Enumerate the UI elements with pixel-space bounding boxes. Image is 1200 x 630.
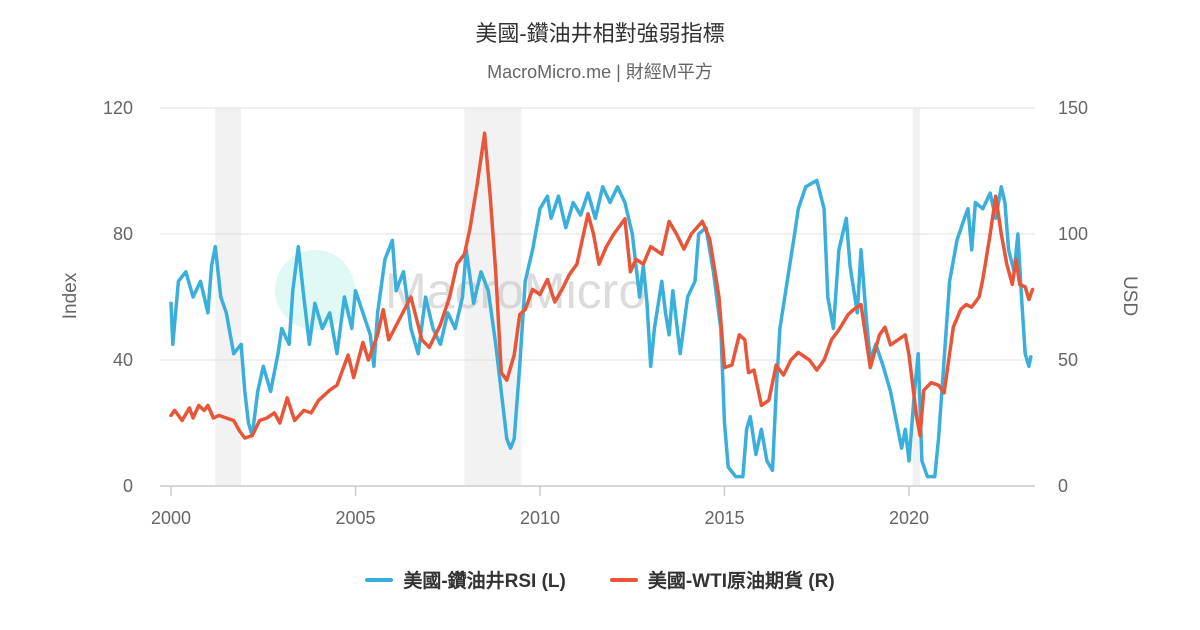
legend-label-rsi: 美國-鑽油井RSI (L) [403, 571, 566, 592]
y-right-tick-label: 0 [1058, 476, 1068, 496]
x-tick-label: 2005 [335, 508, 375, 528]
series-line-rig-rsi [169, 178, 1033, 479]
legend-item-wti[interactable]: 美國-WTI原油期貨 (R) [609, 566, 835, 593]
series-line-wti [169, 131, 1035, 440]
gridlines [160, 107, 1035, 361]
y-right-tick-label: 150 [1058, 98, 1088, 118]
x-tick-label: 2000 [151, 508, 191, 528]
chart-subtitle: MacroMicro.me | 財經M平方 [487, 62, 713, 82]
axes: 0 0 40 50 80 100 120 150 2000 2005 2010 2015 2020 [103, 98, 1088, 528]
legend-swatch-rsi [365, 577, 394, 582]
chart-title: 美國-鑽油井相對強弱指標 [475, 21, 725, 46]
y-left-tick-label: 80 [113, 224, 133, 244]
legend-swatch-wti [609, 577, 638, 582]
x-tick-label: 2015 [704, 508, 744, 528]
y-right-tick-label: 50 [1058, 350, 1078, 370]
series-lines [169, 131, 1035, 479]
legend-item-rig-rsi[interactable]: 美國-鑽油井RSI (L) [365, 566, 566, 593]
y-axis-right-label: USD [1119, 276, 1140, 316]
y-right-tick-label: 100 [1058, 224, 1088, 244]
y-left-tick-label: 0 [123, 476, 133, 496]
x-tick-label: 2020 [889, 508, 929, 528]
y-axis-left-label: Index [60, 272, 81, 319]
y-left-tick-label: 40 [113, 350, 133, 370]
legend: 美國-鑽油井RSI (L) 美國-WTI原油期貨 (R) [0, 566, 1200, 593]
legend-label-wti: 美國-WTI原油期貨 (R) [647, 571, 835, 592]
y-left-tick-label: 120 [103, 98, 133, 118]
recession-band [912, 108, 921, 486]
x-tick-label: 2010 [520, 508, 560, 528]
